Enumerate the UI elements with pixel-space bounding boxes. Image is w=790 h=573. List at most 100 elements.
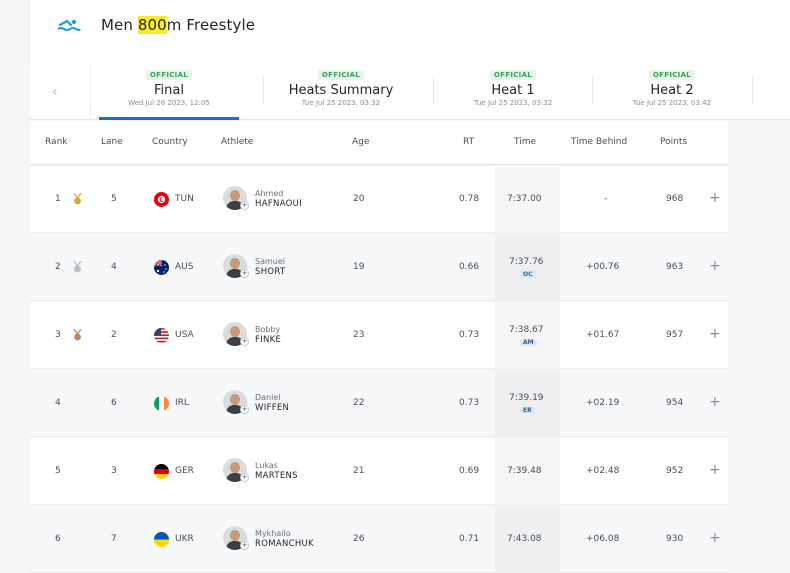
- lane-cell: 7: [111, 534, 117, 544]
- add-icon[interactable]: +: [240, 337, 249, 346]
- rank-cell: 2: [55, 262, 61, 272]
- tab-separator: [433, 76, 434, 104]
- table-row[interactable]: 5 3 GER + Lukas MARTENS 21 0.69 7:39.48 +02.48 952…: [30, 438, 728, 505]
- country-code: AUS: [175, 262, 194, 272]
- event-header: Men 800m Freestyle: [30, 0, 790, 62]
- time-cell: 7:39.19: [509, 393, 544, 403]
- table-row[interactable]: 3 2 USA + Bobby FINKE 23 0.73 7:38.67 AM +01.67 957…: [30, 302, 728, 369]
- tab-date: Tue Jul 25 2023, 03:42: [632, 99, 712, 107]
- record-badge: OC: [520, 271, 536, 278]
- rt-cell: 0.71: [459, 534, 480, 544]
- ukr-flag-icon: [154, 532, 169, 547]
- tab-heat-2[interactable]: OFFICIAL Heat 2 Tue Jul 25 2023, 03:42: [602, 62, 742, 120]
- age-cell: 23: [353, 330, 365, 340]
- rank-cell: 1: [55, 194, 61, 204]
- aus-flag-icon: [154, 260, 169, 275]
- ger-flag-icon: [154, 464, 169, 479]
- col-time-behind[interactable]: Time Behind: [571, 137, 628, 147]
- athlete-first-name[interactable]: Daniel: [255, 393, 281, 402]
- athlete-last-name[interactable]: MARTENS: [255, 471, 298, 481]
- lane-cell: 4: [111, 262, 117, 272]
- athlete-avatar[interactable]: [223, 254, 247, 278]
- table-row[interactable]: 2 4 AUS + Samuel SHORT 19 0.66 7:37.76 OC +00.76 96…: [30, 234, 728, 301]
- country-code: USA: [175, 330, 194, 340]
- table-row[interactable]: 4 6 IRL + Daniel WIFFEN 22 0.73 7:39.19 ER +02.19 9…: [30, 370, 728, 437]
- official-badge: OFFICIAL: [317, 70, 365, 80]
- tab-label: Heat 1: [491, 83, 535, 98]
- age-cell: 21: [353, 466, 365, 476]
- expand-row-button[interactable]: +: [709, 394, 721, 410]
- lane-cell: 5: [111, 194, 117, 204]
- title-highlight: 800: [137, 16, 167, 34]
- time-cell: 7:37.00: [507, 194, 542, 204]
- table-row[interactable]: 1 5 TUN + Ahmed HAFNAOUI 20 0.78 7:37.00 - 968 +: [30, 166, 728, 233]
- time-column-highlight: [495, 234, 560, 300]
- athlete-avatar[interactable]: [223, 458, 247, 482]
- col-age[interactable]: Age: [352, 137, 370, 147]
- col-athlete[interactable]: Athlete: [221, 137, 254, 147]
- title-suffix: m Freestyle: [166, 16, 256, 34]
- col-rank[interactable]: Rank: [45, 137, 68, 147]
- add-icon[interactable]: +: [240, 201, 249, 210]
- expand-row-button[interactable]: +: [709, 530, 721, 546]
- add-icon[interactable]: +: [240, 405, 249, 414]
- tab-label: Final: [154, 83, 184, 98]
- col-time[interactable]: Time: [514, 137, 537, 147]
- col-country[interactable]: Country: [152, 137, 188, 147]
- rank-cell: 6: [55, 534, 61, 544]
- athlete-last-name[interactable]: ROMANCHUK: [255, 539, 314, 549]
- time-behind-cell: +00.76: [586, 262, 620, 272]
- expand-row-button[interactable]: +: [709, 190, 721, 206]
- tab-separator: [592, 76, 593, 104]
- athlete-last-name[interactable]: SHORT: [255, 267, 286, 277]
- tab-heat-1[interactable]: OFFICIAL Heat 1 Tue Jul 25 2023, 03:32: [443, 62, 583, 120]
- country-code: IRL: [175, 398, 189, 408]
- tab-final[interactable]: OFFICIAL Final Wed Jul 26 2023, 12:05: [99, 62, 239, 120]
- record-badge: ER: [520, 407, 535, 414]
- round-tabs: ‹ OFFICIAL Final Wed Jul 26 2023, 12:05 …: [30, 62, 790, 120]
- time-behind-cell: +01.67: [586, 330, 620, 340]
- rt-cell: 0.78: [459, 194, 480, 204]
- tab-label: Heats Summary: [288, 83, 394, 98]
- athlete-first-name[interactable]: Ahmed: [255, 189, 284, 198]
- swimmer-icon: [57, 19, 81, 31]
- athlete-first-name[interactable]: Lukas: [255, 461, 278, 470]
- col-points[interactable]: Points: [660, 137, 688, 147]
- col-lane[interactable]: Lane: [101, 137, 123, 147]
- table-row[interactable]: 6 7 UKR + Mykhailo ROMANCHUK 26 0.71 7:43.08 +06.…: [30, 506, 728, 573]
- tun-flag-icon: [154, 192, 169, 207]
- athlete-last-name[interactable]: WIFFEN: [255, 403, 290, 413]
- tab-date: Tue Jul 25 2023, 03:32: [473, 99, 553, 107]
- age-cell: 19: [353, 262, 365, 272]
- time-cell: 7:38.67: [509, 325, 544, 335]
- tab-heats-summary[interactable]: OFFICIAL Heats Summary Tue Jul 25 2023, …: [270, 62, 412, 120]
- expand-row-button[interactable]: +: [709, 326, 721, 342]
- athlete-first-name[interactable]: Mykhailo: [255, 529, 291, 538]
- lane-cell: 6: [111, 398, 117, 408]
- points-cell: 963: [666, 262, 684, 272]
- official-badge: OFFICIAL: [648, 70, 696, 80]
- athlete-first-name[interactable]: Bobby: [255, 325, 281, 334]
- time-behind-cell: +02.48: [586, 466, 620, 476]
- add-icon[interactable]: +: [240, 269, 249, 278]
- title-prefix: Men: [101, 16, 138, 34]
- athlete-last-name[interactable]: FINKE: [255, 335, 282, 345]
- time-cell: 7:37.76: [509, 257, 544, 267]
- athlete-last-name[interactable]: HAFNAOUI: [255, 199, 302, 209]
- results-table-header: Rank Lane Country Athlete Age RT Time Ti…: [30, 121, 728, 165]
- athlete-first-name[interactable]: Samuel: [255, 257, 285, 266]
- chevron-left-icon[interactable]: ‹: [52, 84, 58, 100]
- official-badge: OFFICIAL: [145, 70, 193, 80]
- country-code: GER: [175, 466, 194, 476]
- expand-row-button[interactable]: +: [709, 462, 721, 478]
- expand-row-button[interactable]: +: [709, 258, 721, 274]
- add-icon[interactable]: +: [240, 473, 249, 482]
- gold-medal-icon: [73, 193, 82, 205]
- tab-divider: [90, 62, 91, 120]
- usa-flag-icon: [154, 328, 169, 343]
- points-cell: 954: [666, 398, 684, 408]
- rank-cell: 3: [55, 330, 61, 340]
- official-badge: OFFICIAL: [489, 70, 537, 80]
- col-rt[interactable]: RT: [463, 137, 475, 147]
- time-column-highlight: [495, 370, 560, 436]
